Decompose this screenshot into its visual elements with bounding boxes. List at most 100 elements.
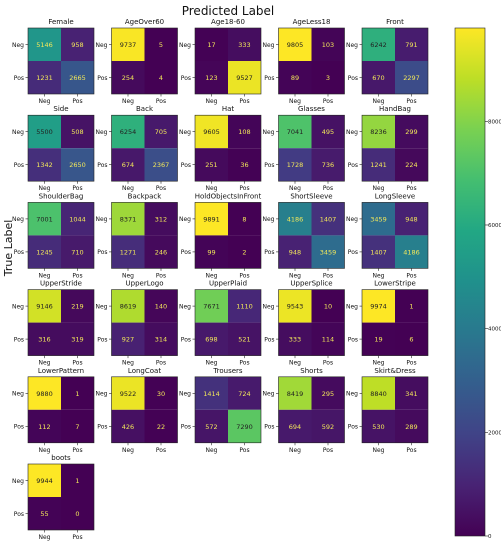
matrix-cell — [228, 61, 261, 94]
matrix-cell — [311, 409, 345, 443]
cell-value: 948 — [289, 248, 301, 256]
col-label: Pos — [156, 447, 166, 454]
row-label: Pos — [14, 424, 24, 431]
row-label: Neg — [263, 42, 275, 49]
cell-value: 3459 — [370, 215, 387, 223]
matrix-cell — [228, 289, 261, 323]
cell-value: 112 — [38, 423, 50, 431]
cell-value: 6 — [409, 336, 413, 344]
cell-value: 1 — [75, 390, 79, 398]
cell-value: 9527 — [236, 74, 253, 82]
matrix-frame — [361, 202, 429, 269]
cell-value: 319 — [71, 336, 83, 344]
row-label: Pos — [348, 75, 358, 82]
cell-value: 2297 — [403, 74, 420, 82]
matrix-cell — [61, 202, 94, 236]
matrix-title: Backpack — [128, 192, 163, 200]
cell-value: 710 — [71, 248, 83, 256]
col-label: Pos — [239, 360, 249, 367]
matrix-frame — [111, 114, 178, 182]
matrix-frame — [278, 202, 345, 269]
cell-value: 508 — [71, 128, 83, 136]
matrix-title: HoldObjectsInFront — [195, 192, 262, 200]
matrix-cell — [111, 235, 145, 269]
cell-value: 312 — [155, 215, 167, 223]
cell-value: 9522 — [120, 390, 137, 398]
cell-value: 736 — [322, 161, 334, 169]
cell-value: 694 — [289, 423, 301, 431]
cell-value: 705 — [155, 128, 167, 136]
cell-value: 219 — [71, 303, 83, 311]
matrix-cell — [311, 202, 345, 236]
matrix-cell — [144, 409, 178, 443]
row-label: Pos — [97, 75, 107, 82]
matrix-cell — [28, 409, 61, 443]
cell-value: 36 — [240, 161, 248, 169]
cell-value: 7 — [75, 423, 79, 431]
matrix-cell — [144, 235, 178, 269]
matrix-cell — [111, 409, 145, 443]
matrix-cell — [311, 289, 345, 323]
matrix-cell — [362, 28, 395, 61]
cell-value: 341 — [405, 390, 417, 398]
col-label: Pos — [239, 185, 249, 192]
matrix-cell — [28, 115, 61, 149]
col-label: Pos — [72, 534, 82, 541]
cell-value: 1407 — [320, 215, 337, 223]
col-label: Neg — [289, 360, 301, 367]
cell-value: 7290 — [236, 423, 253, 431]
matrix-cell — [28, 202, 61, 236]
cell-value: 572 — [205, 423, 217, 431]
cell-value: 4 — [159, 74, 163, 82]
matrix-cell — [311, 115, 345, 149]
row-label: Neg — [179, 391, 191, 398]
matrix-cell — [228, 322, 261, 356]
col-label: Pos — [156, 272, 166, 279]
matrix-title: LongCoat — [128, 367, 161, 375]
cell-value: 17 — [207, 41, 215, 49]
cell-value: 9146 — [36, 303, 53, 311]
matrix-cell — [195, 115, 228, 149]
y-axis-label: True Label — [2, 220, 15, 278]
matrix-frame — [278, 289, 345, 356]
row-label: Pos — [181, 75, 191, 82]
matrix-cell — [311, 235, 345, 269]
cell-value: 5 — [159, 41, 163, 49]
matrix-handbag: HandBag 8236 299 1241 224 Neg Pos Neg Pos — [346, 105, 429, 192]
col-label: Neg — [373, 98, 385, 105]
cell-value: 9605 — [203, 128, 220, 136]
matrix-cell — [61, 322, 94, 356]
matrix-cell — [278, 376, 312, 410]
matrix-trousers: Trousers 1414 724 572 7290 Neg Pos Neg Pos — [179, 367, 262, 454]
matrix-title: Female — [48, 18, 73, 26]
matrix-cell — [278, 61, 312, 94]
row-label: Pos — [264, 249, 274, 256]
col-label: Pos — [72, 98, 82, 105]
matrix-title: Side — [53, 105, 68, 113]
row-label: Neg — [179, 216, 191, 223]
matrix-frame — [194, 27, 262, 95]
row-label: Pos — [264, 162, 274, 169]
cell-value: 55 — [40, 510, 48, 518]
cell-value: 698 — [205, 336, 217, 344]
matrix-title: boots — [51, 454, 71, 462]
matrix-cell — [61, 376, 94, 410]
matrix-cell — [61, 115, 94, 149]
matrix-frame — [361, 27, 429, 95]
matrix-frame — [194, 114, 262, 182]
matrix-longcoat: LongCoat 9522 30 426 22 Neg Pos Neg Pos — [96, 367, 178, 454]
col-label: Neg — [373, 360, 385, 367]
matrix-title: UpperLogo — [126, 280, 164, 288]
matrix-cell — [395, 28, 428, 61]
colorbar-tick-label: 4000 — [488, 327, 501, 333]
matrix-backpack: Backpack 8371 312 1271 246 Neg Pos Neg Pos — [96, 192, 178, 279]
matrix-cell — [111, 322, 145, 356]
cell-value: 123 — [205, 74, 217, 82]
cell-value: 948 — [405, 215, 417, 223]
matrix-cell — [362, 289, 395, 323]
col-label: Neg — [206, 98, 218, 105]
colorbar-tick-label: 6000 — [488, 223, 501, 229]
matrix-frame — [361, 289, 429, 356]
matrix-cell — [311, 148, 345, 182]
